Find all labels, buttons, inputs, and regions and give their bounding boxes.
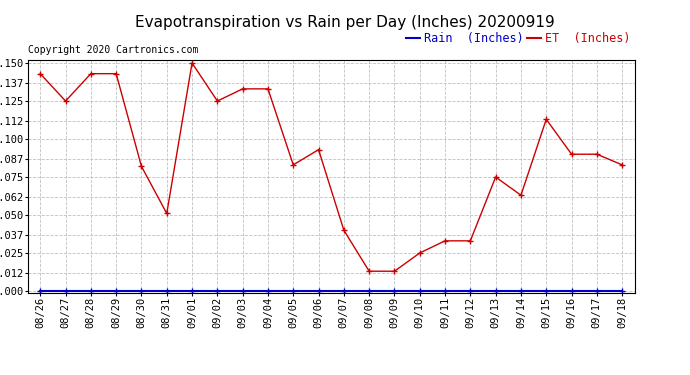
Text: Copyright 2020 Cartronics.com: Copyright 2020 Cartronics.com [28, 45, 198, 56]
Legend: Rain  (Inches), ET  (Inches): Rain (Inches), ET (Inches) [401, 27, 635, 50]
Text: Evapotranspiration vs Rain per Day (Inches) 20200919: Evapotranspiration vs Rain per Day (Inch… [135, 15, 555, 30]
